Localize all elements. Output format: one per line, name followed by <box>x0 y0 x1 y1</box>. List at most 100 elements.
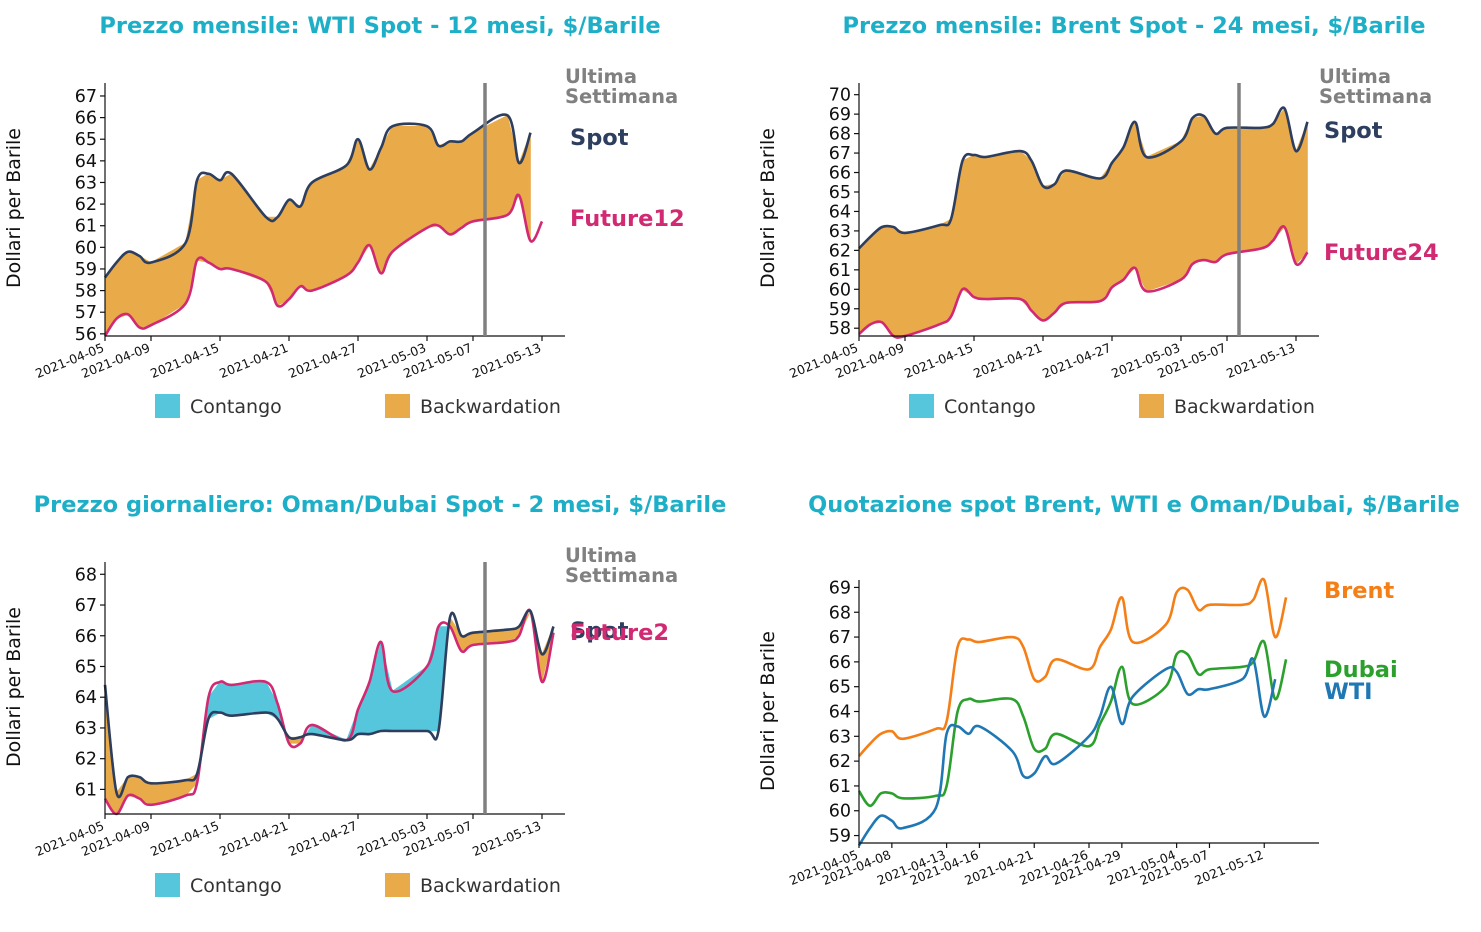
y-tick-label: 59 <box>829 300 851 320</box>
x-tick-label: 2021-04-27 <box>1040 340 1113 381</box>
backwardation-area <box>939 218 952 325</box>
y-tick-label: 63 <box>75 173 97 193</box>
chart-title-brent: Prezzo mensile: Brent Spot - 24 mesi, $/… <box>843 13 1426 39</box>
y-tick-label: 60 <box>75 238 97 258</box>
x-tick-label: 2021-04-27 <box>286 340 359 381</box>
y-tick-label: 65 <box>75 130 97 150</box>
backwardation-area <box>893 226 906 337</box>
last-week-label-brent: Ultima <box>1319 65 1391 88</box>
last-week-label-dubai-2: Settimana <box>565 564 678 587</box>
backwardation-area <box>196 173 209 263</box>
y-tick-label: 58 <box>829 319 851 339</box>
backwardation-area <box>870 226 883 325</box>
backwardation-area <box>346 139 359 277</box>
y-tick-label: 66 <box>75 627 97 647</box>
x-tick-label: 2021-05-13 <box>470 818 543 859</box>
contango-area <box>426 626 439 732</box>
backwardation-area <box>380 126 393 274</box>
y-tick-label: 64 <box>829 703 851 723</box>
series-line-spot <box>858 106 1309 250</box>
series-line-future2 <box>103 608 555 816</box>
y-tick-label: 62 <box>829 241 851 261</box>
backwardation-area <box>1192 115 1205 265</box>
series-line-future24 <box>858 225 1309 339</box>
series-label-future12: Future12 <box>570 206 685 232</box>
series-label-spot-wti: Spot <box>570 125 629 151</box>
series-label-spot-dubai: Spot <box>570 618 629 644</box>
backwardation-area <box>369 147 382 274</box>
y-tick-label: 66 <box>829 164 851 184</box>
x-tick-label: 2021-05-13 <box>1224 340 1297 381</box>
last-week-label-brent-2: Settimana <box>1319 85 1432 108</box>
backwardation-area <box>1226 127 1262 255</box>
backwardation-area <box>904 224 940 337</box>
legend-label-backwardation: Backwardation <box>420 396 561 418</box>
x-tick-label: 2021-05-13 <box>470 340 543 381</box>
last-week-label-wti-2: Settimana <box>565 85 678 108</box>
y-tick-label: 61 <box>75 780 97 800</box>
panel-comparison: Quotazione spot Brent, WTI e Oman/Dubai,… <box>757 492 1460 888</box>
panel-dubai: Prezzo giornaliero: Oman/Dubai Spot - 2 … <box>3 492 726 897</box>
legend-swatch-backwardation <box>1139 394 1164 418</box>
chart-title-wti: Prezzo mensile: WTI Spot - 12 mesi, $/Ba… <box>99 13 660 39</box>
backwardation-area <box>472 114 508 222</box>
y-tick-label: 70 <box>829 86 851 106</box>
y-tick-label: 64 <box>75 688 97 708</box>
series-lines-dubai <box>103 608 555 816</box>
backwardation-area <box>1261 123 1274 249</box>
y-tick-label: 68 <box>75 565 97 585</box>
legend-label-contango: Contango <box>190 396 282 418</box>
series-label-future24: Future24 <box>1324 240 1439 266</box>
series-lines-comparison <box>857 577 1288 847</box>
last-week-label-dubai: Ultima <box>565 544 637 567</box>
backwardation-area <box>311 164 347 292</box>
panel-brent: Prezzo mensile: Brent Spot - 24 mesi, $/… <box>757 13 1439 418</box>
legend-dubai: Contango Backwardation <box>155 873 561 897</box>
y-tick-label: 65 <box>829 183 851 203</box>
backwardation-area <box>300 182 313 292</box>
x-tick-label: 2021-04-15 <box>902 340 975 381</box>
legend-swatch-backwardation <box>385 873 410 897</box>
y-tick-label: 66 <box>829 653 851 673</box>
y-tick-label: 61 <box>829 261 851 281</box>
legend-label-backwardation: Backwardation <box>1174 396 1315 418</box>
backwardation-area <box>1203 115 1216 263</box>
chart-title-dubai: Prezzo giornaliero: Oman/Dubai Spot - 2 … <box>34 492 727 518</box>
backwardation-area <box>1272 107 1285 242</box>
axis-ticks-dubai: 61626364656667682021-04-052021-04-092021… <box>33 565 543 859</box>
y-tick-label: 62 <box>75 195 97 215</box>
series-line-spot <box>103 113 532 279</box>
y-axis-label-dubai: Dollari per Barile <box>3 607 25 767</box>
x-tick-label: 2021-04-21 <box>971 340 1044 381</box>
backwardation-area <box>973 154 986 300</box>
backwardation-area <box>1180 117 1193 281</box>
y-tick-label: 62 <box>75 750 97 770</box>
backwardation-area <box>139 255 152 328</box>
y-tick-label: 59 <box>829 827 851 847</box>
x-tick-label: 2021-04-21 <box>217 340 290 381</box>
y-tick-label: 63 <box>829 727 851 747</box>
y-tick-label: 64 <box>75 152 97 172</box>
series-lines-brent <box>858 106 1309 339</box>
series-line-future12 <box>103 193 544 337</box>
series-label-brent: Brent <box>1324 578 1395 604</box>
series-line-brent <box>858 577 1288 758</box>
y-tick-label: 59 <box>75 260 97 280</box>
backwardation-area <box>231 172 267 283</box>
backwardation-area <box>1215 127 1228 263</box>
backwardation-area <box>1065 170 1101 304</box>
series-label-spot-brent: Spot <box>1324 118 1383 144</box>
y-tick-label: 68 <box>829 603 851 623</box>
y-tick-label: 61 <box>829 777 851 797</box>
y-tick-label: 57 <box>75 303 97 323</box>
backwardation-area <box>288 199 301 300</box>
backwardation-area <box>219 173 232 270</box>
backwardation-area <box>1054 169 1067 314</box>
backwardation-area <box>985 150 1021 300</box>
y-tick-label: 68 <box>829 125 851 145</box>
y-tick-label: 58 <box>75 282 97 302</box>
y-tick-label: 67 <box>829 628 851 648</box>
y-axis-label-comparison: Dollari per Barile <box>757 631 779 791</box>
legend-label-backwardation: Backwardation <box>420 875 561 897</box>
backwardation-area <box>1042 183 1055 321</box>
